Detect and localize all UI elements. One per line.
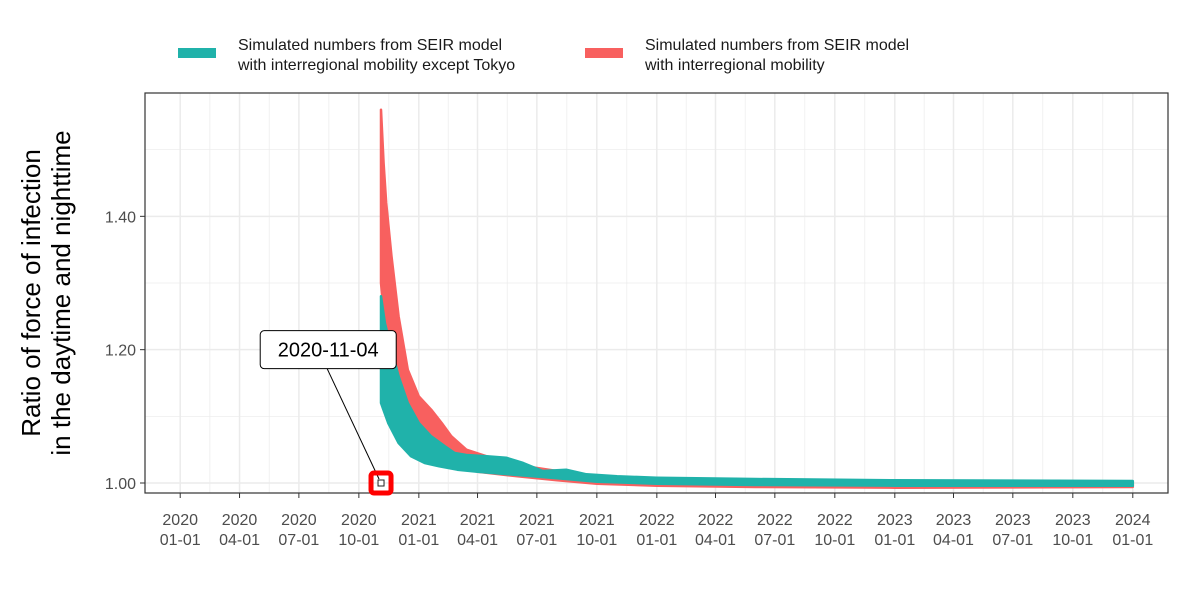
axes: 2020 01-01 2020 04-01 2020 07-01 2020 10-01 2021… <box>105 209 1153 549</box>
annotation-box <box>259 330 397 370</box>
legend: Simulated numbers from SEIR model with i… <box>0 36 1200 80</box>
x-tick-label: 2021 07-01 <box>516 512 557 549</box>
x-tick-label: 2022 10-01 <box>814 512 855 549</box>
annotation-layer: 2020-11-04 <box>259 330 397 496</box>
legend-label-all: Simulated numbers from SEIR model with i… <box>645 37 910 74</box>
x-tick-label: 2020 01-01 <box>160 512 201 549</box>
x-tick-label: 2022 04-01 <box>695 512 736 549</box>
x-tick-label: 2023 07-01 <box>992 512 1033 549</box>
annotation-label: 2020-11-04 <box>278 340 379 362</box>
x-tick-label: 2023 01-01 <box>874 512 915 549</box>
y-axis-title: Ratio of force of infectionin the daytim… <box>16 130 76 455</box>
legend-item-except-tokyo: Simulated numbers from SEIR model with i… <box>178 36 515 76</box>
x-tick-label: 2023 04-01 <box>933 512 974 549</box>
x-tick-label: 2020 07-01 <box>278 512 319 549</box>
legend-label-except-tokyo: Simulated numbers from SEIR model with i… <box>238 37 516 74</box>
series-band-all <box>379 108 1135 489</box>
x-tick-label: 2020 10-01 <box>338 512 379 549</box>
y-tick-label: 1.00 <box>105 476 136 493</box>
y-tick-label: 1.40 <box>105 209 136 226</box>
y-tick-label: 1.20 <box>105 343 136 360</box>
x-tick-label: 2021 10-01 <box>576 512 617 549</box>
grid <box>145 93 1168 493</box>
x-tick-label: 2021 01-01 <box>398 512 439 549</box>
x-tick-label: 2020 04-01 <box>219 512 260 549</box>
highlight-marker <box>368 470 394 496</box>
x-tick-label: 2022 01-01 <box>636 512 677 549</box>
highlight-point <box>377 479 385 487</box>
x-tick-label: 2023 10-01 <box>1052 512 1093 549</box>
legend-key-red <box>585 48 623 58</box>
series-layer <box>379 108 1135 489</box>
x-tick-label: 2022 07-01 <box>754 512 795 549</box>
series-band-except-tokyo <box>379 295 1135 487</box>
x-tick-label: 2021 04-01 <box>457 512 498 549</box>
legend-key-teal <box>178 48 216 58</box>
x-tick-label: 2024 01-01 <box>1112 512 1153 549</box>
legend-item-all: Simulated numbers from SEIR model with i… <box>585 36 909 76</box>
annotation-leader-line <box>325 366 380 480</box>
